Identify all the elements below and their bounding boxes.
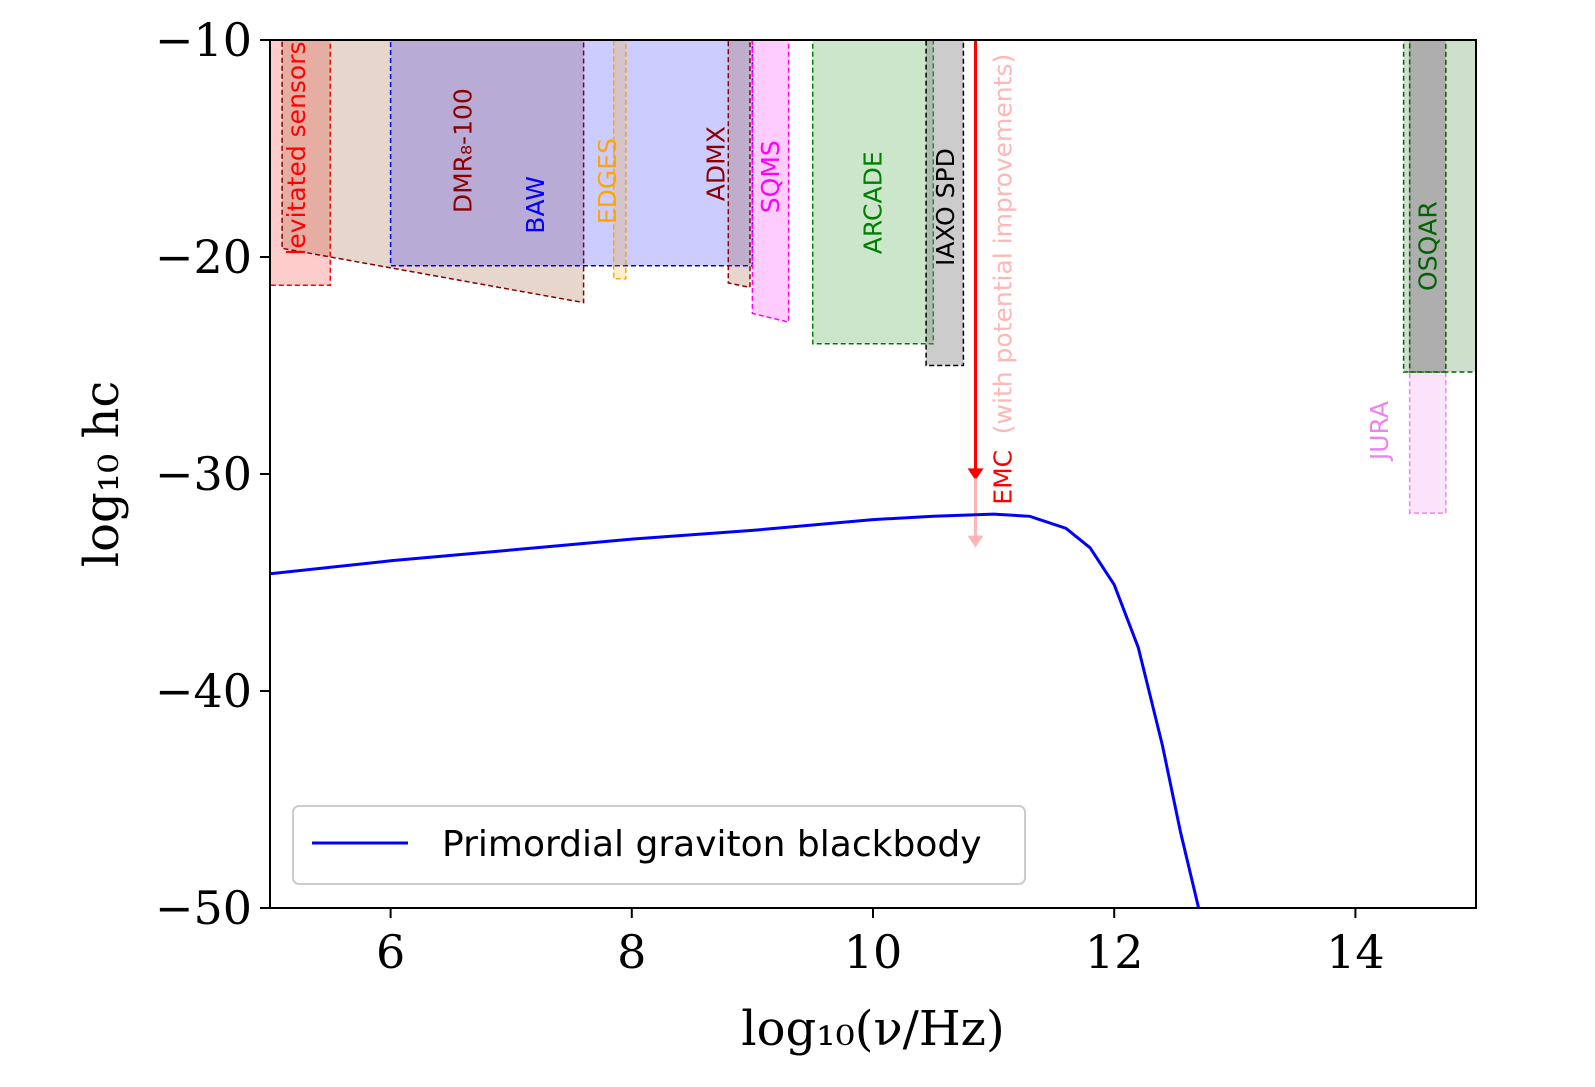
y-tick-label: −30 bbox=[155, 447, 252, 501]
region-label-arcade: ARCADE bbox=[859, 151, 888, 254]
ticks-layer: 6 8 10 12 14 −10 −20 −30 −40 −50 bbox=[155, 13, 1385, 979]
arrow-label-emc: EMC bbox=[989, 450, 1018, 505]
legend-box bbox=[292, 805, 1026, 885]
x-tick-label: 6 bbox=[376, 925, 405, 979]
arrow-head-emc-potential-improvements bbox=[967, 535, 984, 548]
x-tick-label: 10 bbox=[844, 925, 903, 979]
regions-layer bbox=[270, 40, 1476, 514]
region-label-admx: ADMX bbox=[702, 126, 731, 201]
region-baw bbox=[389, 40, 754, 267]
y-tick-label: −50 bbox=[155, 881, 252, 935]
region-osqar bbox=[1402, 40, 1476, 373]
x-tick-label: 8 bbox=[617, 925, 646, 979]
arrow-label-emc-potential-improvements: (with potential improvements) bbox=[989, 54, 1018, 434]
region-osqar-overlap bbox=[1408, 40, 1447, 373]
region-dmr8-100 bbox=[281, 40, 585, 304]
series-layer bbox=[270, 512, 1201, 908]
region-jura bbox=[1408, 40, 1447, 514]
series-line-primordial-graviton-blackbody bbox=[270, 512, 1201, 908]
region-iaxo-spd bbox=[925, 40, 965, 367]
arrow-head-emc bbox=[967, 468, 984, 481]
y-tick-label: −20 bbox=[155, 230, 252, 284]
region-admx bbox=[727, 40, 751, 289]
y-axis-label: log₁₀ hc bbox=[74, 381, 130, 568]
region-label-edges: EDGES bbox=[593, 138, 622, 224]
region-label-jura: JURA bbox=[1365, 401, 1394, 462]
region-sqms bbox=[751, 40, 790, 324]
arrows-layer bbox=[967, 40, 984, 548]
x-tick-label: 12 bbox=[1085, 925, 1144, 979]
region-labels-layer: levitated sensors DMR₈-100 BAW EDGES ADMX SQM… bbox=[282, 41, 1442, 504]
region-label-sqms: SQMS bbox=[756, 140, 785, 213]
region-label-osqar: OSQAR bbox=[1413, 201, 1442, 291]
region-edges bbox=[612, 40, 627, 280]
y-tick-label: −40 bbox=[155, 664, 252, 718]
legend: Primordial graviton blackbody bbox=[292, 805, 1026, 885]
y-tick-label: −10 bbox=[155, 13, 252, 67]
x-tick-label: 14 bbox=[1326, 925, 1385, 979]
region-label-levitated-sensors: levitated sensors bbox=[282, 41, 311, 255]
region-arcade bbox=[811, 40, 935, 345]
region-label-iaxo-spd: IAXO SPD bbox=[931, 148, 960, 266]
legend-label: Primordial graviton blackbody bbox=[442, 824, 982, 865]
region-levitated-sensors bbox=[270, 40, 332, 286]
region-label-baw: BAW bbox=[521, 176, 550, 234]
region-label-dmr8-100: DMR₈-100 bbox=[449, 88, 478, 213]
x-axis-label: log₁₀(ν/Hz) bbox=[741, 1001, 1004, 1057]
